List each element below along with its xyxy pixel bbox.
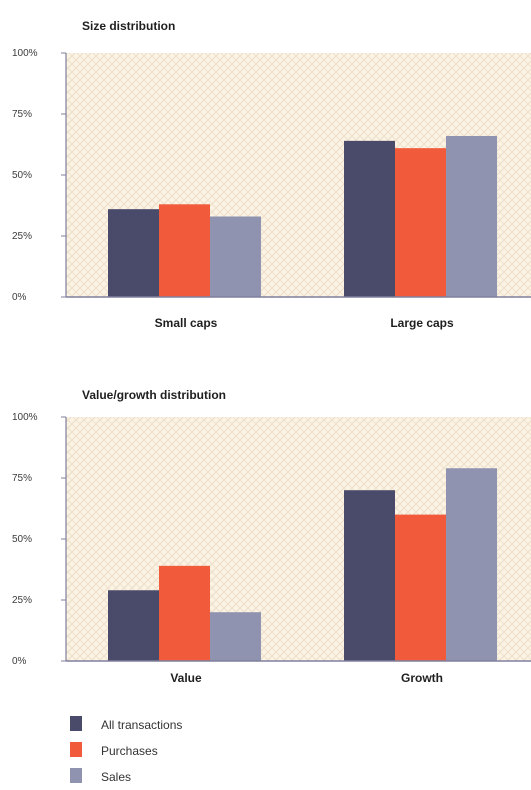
y-tick-label-size-0: 0% xyxy=(12,292,27,303)
bar-value-all-transactions xyxy=(108,590,159,661)
y-axis-value-growth-distribution: 0% 25% 50% 75% 100% xyxy=(12,412,67,667)
legend-item-sales: Sales xyxy=(70,768,131,784)
y-axis-size-distribution: 0% 25% 50% 75% 100% xyxy=(12,48,67,303)
y-tick-label-value-75: 75% xyxy=(12,473,32,484)
x-category-label-small-caps: Small caps xyxy=(155,316,218,330)
y-tick-label-size-75: 75% xyxy=(12,109,32,120)
y-tick-label-value-0: 0% xyxy=(12,656,27,667)
bars-size-distribution xyxy=(108,135,497,297)
bar-small-caps-sales xyxy=(210,216,261,297)
bar-small-caps-purchases xyxy=(159,204,210,297)
legend-label-all-transactions: All transactions xyxy=(101,718,182,732)
y-tick-label-value-25: 25% xyxy=(12,595,32,606)
legend-swatch-all-transactions xyxy=(70,716,82,731)
bar-large-caps-purchases xyxy=(395,148,446,297)
legend-swatch-sales xyxy=(70,768,82,783)
y-tick-label-value-50: 50% xyxy=(12,534,32,545)
legend-swatch-purchases xyxy=(70,742,82,757)
x-category-label-growth: Growth xyxy=(401,671,443,685)
bars-value-growth-distribution xyxy=(108,468,497,661)
value-growth-distribution-chart: Value/growth distribution 0% 25% 50% 75%… xyxy=(12,388,531,685)
y-tick-label-size-25: 25% xyxy=(12,231,32,242)
legend: All transactions Purchases Sales xyxy=(70,716,182,784)
bar-value-sales xyxy=(210,612,261,661)
legend-label-purchases: Purchases xyxy=(101,744,158,758)
bar-large-caps-sales xyxy=(446,135,497,297)
legend-item-all-transactions: All transactions xyxy=(70,716,182,732)
bar-large-caps-all-transactions xyxy=(344,140,395,297)
bar-growth-purchases xyxy=(395,514,446,661)
chart-title-value-growth-distribution: Value/growth distribution xyxy=(82,388,226,402)
bar-growth-all-transactions xyxy=(344,490,395,661)
legend-label-sales: Sales xyxy=(101,770,131,784)
size-distribution-chart: Size distribution 0% 25% 50% 75% 100% xyxy=(12,19,531,330)
bar-small-caps-all-transactions xyxy=(108,209,159,297)
chart-title-size-distribution: Size distribution xyxy=(82,19,175,33)
x-category-label-value: Value xyxy=(170,671,202,685)
y-tick-label-size-100: 100% xyxy=(12,48,38,59)
y-tick-label-value-100: 100% xyxy=(12,412,38,423)
x-category-label-large-caps: Large caps xyxy=(390,316,454,330)
bar-growth-sales xyxy=(446,468,497,661)
bar-value-purchases xyxy=(159,565,210,661)
legend-item-purchases: Purchases xyxy=(70,742,158,758)
y-tick-label-size-50: 50% xyxy=(12,170,32,181)
